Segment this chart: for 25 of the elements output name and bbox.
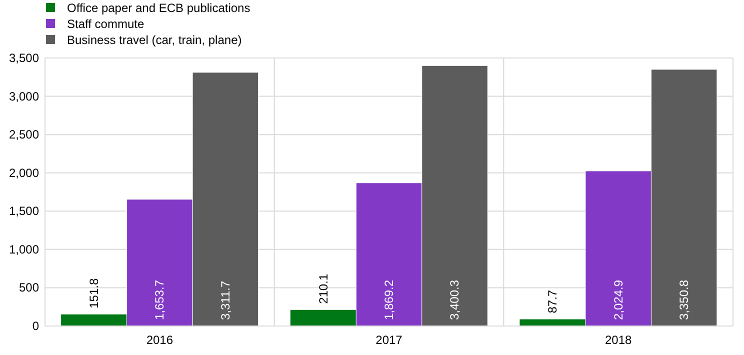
data-label: 3,400.3 — [448, 280, 462, 320]
data-label: 3,311.7 — [218, 280, 232, 320]
x-tick-label: 2017 — [376, 333, 403, 347]
bar — [61, 314, 127, 326]
data-label: 87.7 — [546, 290, 560, 314]
y-tick-label: 2,000 — [8, 166, 40, 180]
legend-label: Staff commute — [67, 17, 144, 31]
y-tick-label: 3,000 — [8, 89, 40, 104]
data-label: 1,653.7 — [152, 280, 167, 320]
y-tick-label: 1,000 — [8, 242, 40, 256]
data-label: 3,350.8 — [677, 280, 692, 320]
y-tick-label: 0 — [32, 319, 40, 333]
legend-label: Business travel (car, train, plane) — [67, 33, 242, 47]
data-label: 151.8 — [86, 278, 101, 308]
data-label: 210.1 — [316, 274, 330, 304]
y-tick-label: 3,500 — [8, 51, 40, 65]
y-tick-label: 2,500 — [8, 128, 40, 142]
data-label: 2,024.9 — [611, 280, 626, 320]
legend-label: Office paper and ECB publications — [67, 1, 250, 15]
y-tick-label: 500 — [18, 280, 40, 295]
x-tick-label: 2016 — [146, 333, 174, 347]
bar — [290, 310, 356, 326]
y-tick-label: 1,500 — [8, 204, 40, 218]
data-label: 1,869.2 — [382, 280, 396, 320]
x-tick-label: 2018 — [604, 333, 632, 347]
